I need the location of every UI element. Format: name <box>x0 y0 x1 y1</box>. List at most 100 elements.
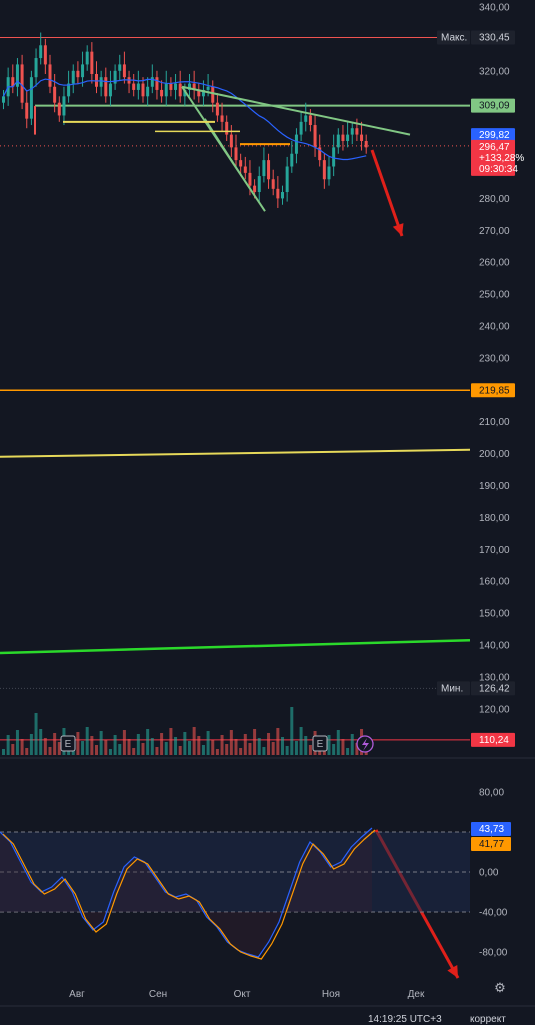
candle-body <box>20 64 24 103</box>
candle-body <box>220 115 224 122</box>
volume-bar <box>276 728 280 755</box>
candle-body <box>62 96 66 116</box>
price-badge-text: 299,82 <box>479 130 510 141</box>
volume-bar <box>336 730 340 755</box>
green-trend-line <box>0 638 471 655</box>
candle-body <box>285 166 289 193</box>
moving-average-line <box>2 78 367 161</box>
candle-body <box>267 160 271 180</box>
channel-lower-line <box>181 86 266 212</box>
earnings-marker <box>60 735 76 752</box>
time-tick-label: Окт <box>234 989 251 1000</box>
price-tick-label: 250,00 <box>479 290 510 301</box>
oscillator-tick-label: -80,00 <box>479 948 508 959</box>
price-tick-label: 320,00 <box>479 66 510 77</box>
candle-body <box>39 45 43 59</box>
candle-body <box>178 83 182 97</box>
last-price-badge-text: 296,47 <box>479 142 510 153</box>
volume-bar <box>229 730 233 755</box>
candle-body <box>234 147 238 161</box>
volume-bar <box>169 728 173 755</box>
oscillator-fill <box>0 828 372 957</box>
volume-bar <box>183 732 187 755</box>
candle-body <box>136 83 140 90</box>
candle-body <box>150 77 154 87</box>
candle-body <box>169 83 173 90</box>
candle-body <box>118 64 122 71</box>
candle-body <box>304 115 308 122</box>
price-badge <box>471 30 515 45</box>
volume-bar <box>11 744 15 755</box>
volume-bar <box>53 733 57 755</box>
volume-bar <box>95 745 98 755</box>
oscillator-badge <box>471 822 511 836</box>
price-prefix-text: Мин. <box>441 683 463 694</box>
price-badge-text: 309,09 <box>479 101 510 112</box>
candle-body <box>355 128 359 135</box>
settings-gear-icon[interactable]: ⚙ <box>494 980 506 995</box>
candle-body <box>341 134 345 141</box>
time-axis[interactable]: Авг Сен Окт Ноя Дек <box>69 989 425 1000</box>
oscillator-pane <box>0 827 470 960</box>
price-tick-label: 240,00 <box>479 322 510 333</box>
volume-bar <box>85 727 89 755</box>
volume-bar <box>197 736 201 755</box>
price-badge-text: 219,85 <box>479 385 510 396</box>
candle-body <box>29 77 33 119</box>
price-prefix-badge <box>437 30 470 45</box>
candle-body <box>71 70 75 84</box>
oscillator-badge-text: 41,77 <box>479 839 504 850</box>
volume-bar <box>2 749 5 755</box>
candle-body <box>164 83 168 97</box>
oscillator-d-line <box>2 829 376 960</box>
candle-body <box>243 166 247 173</box>
candle-body <box>308 115 312 126</box>
volume-bar <box>355 743 359 755</box>
price-badge <box>471 383 515 398</box>
volume-bar <box>211 740 215 755</box>
candle-body <box>95 73 98 87</box>
candle-body <box>48 64 52 87</box>
price-badge-text: 126,42 <box>479 683 510 694</box>
candle-body <box>122 64 126 78</box>
volume-bar <box>188 741 191 755</box>
volume-bar <box>322 749 326 755</box>
volume-bar <box>346 748 350 755</box>
volume-bar <box>118 744 122 755</box>
volume-bar <box>243 734 247 755</box>
price-down-arrow <box>370 149 404 237</box>
last-price-badge-text: 09:30:34 <box>479 164 518 175</box>
volume-bar <box>136 734 140 755</box>
price-badge <box>471 681 515 696</box>
lightning-icon-glyph <box>362 738 369 751</box>
oscillator-k-line <box>0 827 373 958</box>
price-badge <box>471 128 515 143</box>
candle-body <box>262 160 266 177</box>
volume-bar <box>25 748 29 755</box>
candle-body <box>174 83 178 90</box>
clock-text[interactable]: 14:19:25 UTC+3 <box>368 1014 442 1025</box>
correction-text[interactable]: коррект <box>470 1014 506 1025</box>
candle-body <box>206 86 210 90</box>
earnings-marker <box>312 735 328 752</box>
price-tick-label: 340,00 <box>479 3 510 14</box>
candle-body <box>85 51 89 65</box>
candle-body <box>276 188 280 199</box>
candle-body <box>57 102 61 116</box>
volume-bar <box>299 727 303 755</box>
candlestick-series <box>2 32 368 208</box>
volume-bar <box>225 744 229 755</box>
volume-bar <box>20 739 24 755</box>
candle-body <box>336 134 340 148</box>
candle-body <box>76 70 80 78</box>
price-prefix-badge <box>437 681 470 696</box>
candle-body <box>271 179 275 189</box>
price-tick-label: 120,00 <box>479 704 510 715</box>
volume-bar <box>290 707 294 755</box>
volume-bar <box>43 738 47 755</box>
candle-body <box>253 185 257 193</box>
price-tick-label: 160,00 <box>479 577 510 588</box>
